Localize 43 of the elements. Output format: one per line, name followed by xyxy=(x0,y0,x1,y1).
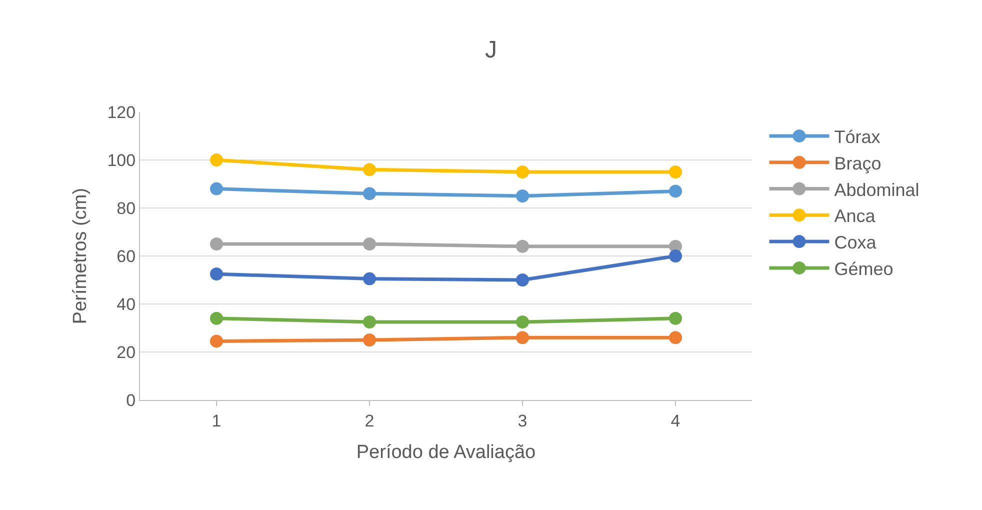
y-tick-label: 80 xyxy=(116,198,136,218)
point xyxy=(516,166,529,178)
point xyxy=(669,312,682,325)
chart-title: J xyxy=(485,36,497,64)
x-axis-title: Período de Avaliação xyxy=(356,442,536,464)
point xyxy=(516,240,529,253)
y-tick-label: 120 xyxy=(107,102,136,122)
point xyxy=(363,272,376,286)
point xyxy=(516,190,529,202)
y-tick-label: 0 xyxy=(126,390,136,410)
x-tick-label: 4 xyxy=(670,411,680,430)
y-axis-title: Perímetros (cm) xyxy=(70,188,92,324)
legend-label: Gémeo xyxy=(834,258,894,279)
point xyxy=(363,334,376,346)
point xyxy=(516,331,529,344)
point xyxy=(669,331,682,344)
point xyxy=(210,154,223,166)
point xyxy=(210,268,223,280)
x-tick-label: 1 xyxy=(212,411,222,430)
y-tick-label: 100 xyxy=(107,150,136,170)
point xyxy=(210,182,223,196)
x-tick-label: 3 xyxy=(518,411,528,430)
y-tick-label: 60 xyxy=(116,246,136,266)
point xyxy=(210,312,223,325)
point xyxy=(363,316,376,328)
point xyxy=(516,274,529,286)
point xyxy=(363,238,376,250)
legend-label: Braço xyxy=(834,153,882,174)
y-tick-label: 20 xyxy=(116,342,136,362)
point xyxy=(516,316,529,328)
point xyxy=(669,166,682,178)
y-tick-label: 40 xyxy=(116,294,136,314)
point xyxy=(669,250,682,262)
point xyxy=(669,184,682,198)
legend-label: Abdominal xyxy=(834,180,920,200)
point xyxy=(363,187,376,200)
legend-label: Coxa xyxy=(834,232,878,253)
x-tick-label: 2 xyxy=(364,411,374,430)
point xyxy=(210,238,223,250)
point xyxy=(210,334,223,348)
legend-label: Tórax xyxy=(834,126,880,147)
point xyxy=(363,163,376,176)
legend-label: Anca xyxy=(834,206,876,226)
